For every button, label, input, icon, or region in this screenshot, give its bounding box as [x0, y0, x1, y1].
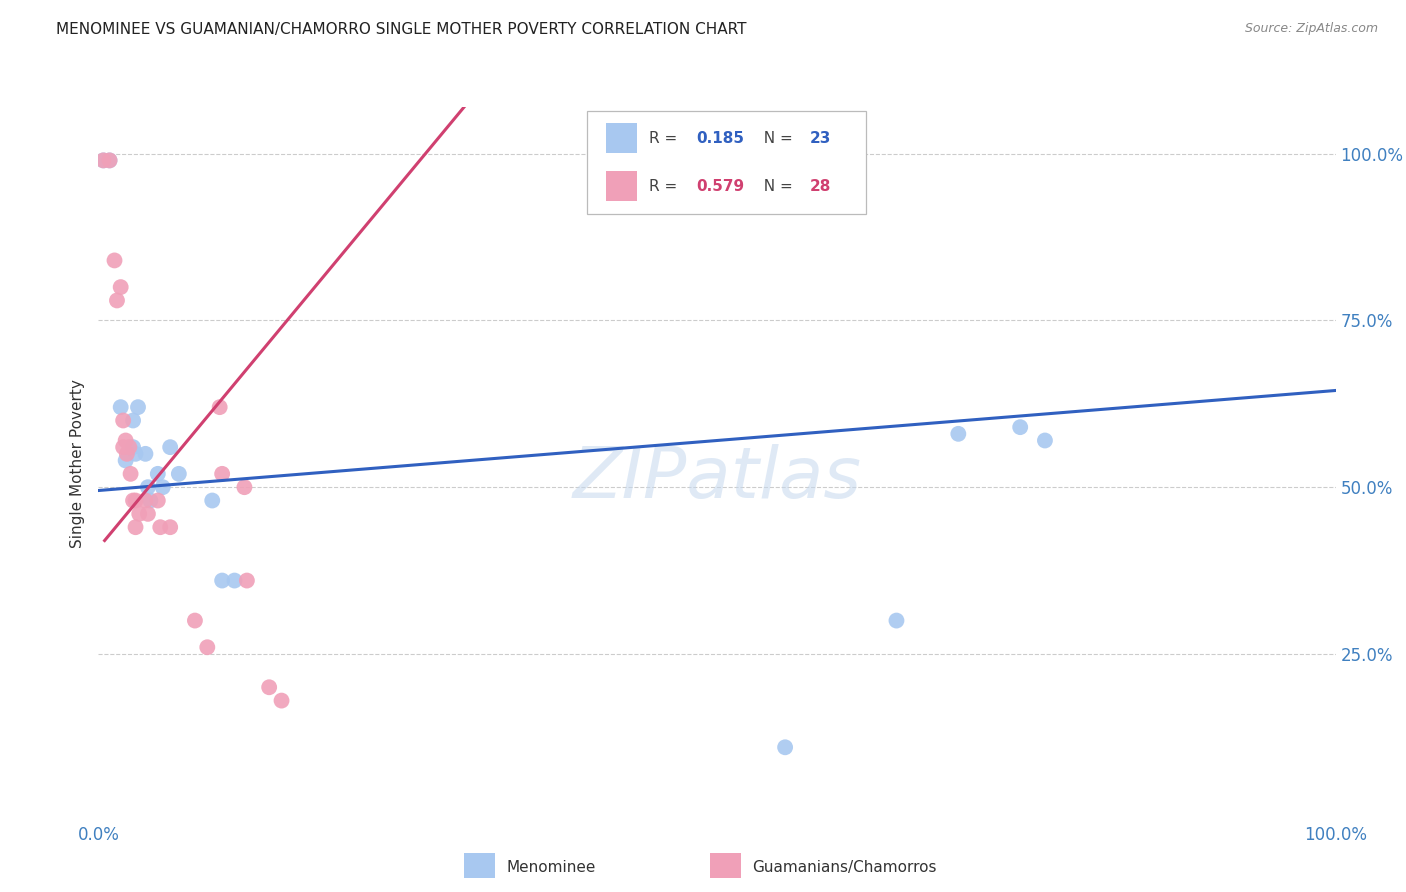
- Text: Source: ZipAtlas.com: Source: ZipAtlas.com: [1244, 22, 1378, 36]
- Point: [115, 447, 138, 461]
- Point: [886, 614, 908, 628]
- Point: [93, 153, 115, 168]
- Point: [134, 447, 156, 461]
- Point: [110, 280, 132, 294]
- Text: Guamanians/Chamorros: Guamanians/Chamorros: [752, 860, 936, 874]
- Text: ZIPatlas: ZIPatlas: [572, 443, 862, 513]
- Point: [124, 447, 146, 461]
- Point: [146, 467, 169, 481]
- Point: [159, 520, 181, 534]
- Text: 28: 28: [810, 179, 831, 194]
- Point: [1010, 420, 1032, 434]
- Point: [224, 574, 246, 588]
- Point: [233, 480, 256, 494]
- Point: [103, 253, 125, 268]
- Point: [127, 400, 149, 414]
- Point: [112, 413, 135, 427]
- Point: [146, 493, 169, 508]
- Point: [114, 453, 136, 467]
- Point: [93, 153, 115, 168]
- Point: [257, 680, 280, 694]
- Point: [122, 440, 145, 454]
- Text: 0.579: 0.579: [696, 179, 744, 194]
- Text: 23: 23: [810, 131, 831, 145]
- Point: [139, 493, 162, 508]
- FancyBboxPatch shape: [606, 171, 637, 202]
- Point: [201, 493, 224, 508]
- FancyBboxPatch shape: [606, 123, 637, 153]
- Point: [270, 693, 292, 707]
- Point: [124, 520, 146, 534]
- Point: [120, 467, 142, 481]
- Text: R =: R =: [650, 179, 682, 194]
- Point: [1033, 434, 1056, 448]
- Point: [114, 434, 136, 448]
- Point: [110, 400, 132, 414]
- Text: R =: R =: [650, 131, 682, 145]
- Point: [184, 614, 207, 628]
- Point: [149, 520, 172, 534]
- Point: [208, 400, 231, 414]
- Point: [773, 740, 796, 755]
- Text: N =: N =: [754, 179, 797, 194]
- Point: [124, 493, 146, 508]
- Point: [105, 293, 128, 308]
- Point: [136, 480, 159, 494]
- Point: [122, 493, 145, 508]
- Point: [211, 574, 233, 588]
- Text: Menominee: Menominee: [506, 860, 596, 874]
- Point: [98, 153, 121, 168]
- Point: [948, 426, 970, 441]
- Text: 0.185: 0.185: [696, 131, 744, 145]
- Point: [134, 493, 156, 508]
- Point: [195, 640, 218, 655]
- Point: [152, 480, 174, 494]
- FancyBboxPatch shape: [588, 111, 866, 214]
- Point: [167, 467, 190, 481]
- Point: [122, 413, 145, 427]
- Point: [211, 467, 233, 481]
- Point: [118, 440, 141, 454]
- Point: [112, 440, 135, 454]
- Point: [128, 507, 150, 521]
- Point: [159, 440, 181, 454]
- Point: [98, 153, 121, 168]
- Text: N =: N =: [754, 131, 797, 145]
- Point: [136, 507, 159, 521]
- Text: MENOMINEE VS GUAMANIAN/CHAMORRO SINGLE MOTHER POVERTY CORRELATION CHART: MENOMINEE VS GUAMANIAN/CHAMORRO SINGLE M…: [56, 22, 747, 37]
- Point: [236, 574, 259, 588]
- Y-axis label: Single Mother Poverty: Single Mother Poverty: [69, 379, 84, 549]
